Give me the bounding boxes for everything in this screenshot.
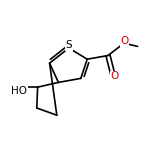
Text: O: O	[121, 36, 129, 46]
Text: S: S	[66, 40, 72, 50]
Text: O: O	[110, 71, 119, 81]
Text: HO: HO	[11, 86, 27, 96]
